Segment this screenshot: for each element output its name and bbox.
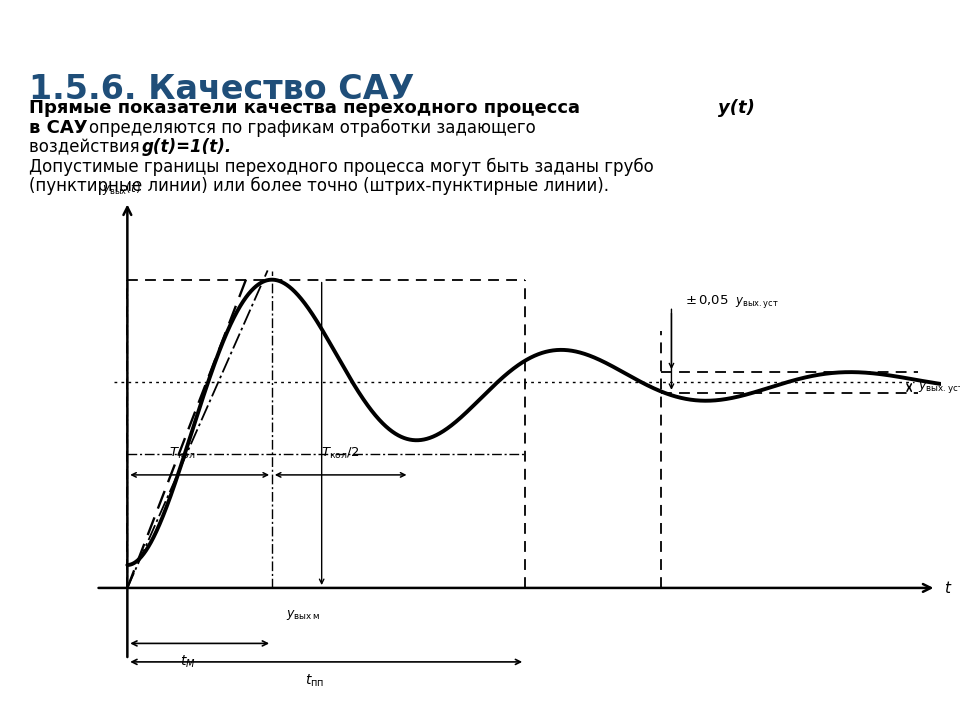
Text: Допустимые границы переходного процесса могут быть заданы грубо: Допустимые границы переходного процесса … <box>29 158 654 176</box>
Text: $T_{\rm кол}/2$: $T_{\rm кол}/2$ <box>322 446 360 461</box>
Text: $y_{\rm вых.уст}$: $y_{\rm вых.уст}$ <box>918 380 960 395</box>
Text: $y_{\rm вых.уст}$: $y_{\rm вых.уст}$ <box>734 294 779 310</box>
Text: определяются по графикам отработки задающего: определяются по графикам отработки задаю… <box>89 119 536 137</box>
Text: $y_{\rm вых\,м}$: $y_{\rm вых\,м}$ <box>285 608 320 621</box>
Text: $T_{\rm кол}$: $T_{\rm кол}$ <box>169 446 196 461</box>
Text: $t_M$: $t_M$ <box>180 654 196 670</box>
Text: (пунктирные линии) или более точно (штрих-пунктирные линии).: (пунктирные линии) или более точно (штри… <box>29 176 609 194</box>
Text: y(t): y(t) <box>718 99 755 117</box>
Text: воздействия: воздействия <box>29 138 145 156</box>
Text: $t$: $t$ <box>945 580 953 596</box>
Text: g(t)=1(t).: g(t)=1(t). <box>142 138 232 156</box>
Text: 60: 60 <box>912 14 933 32</box>
Text: $y_{\rm вых}(t)$: $y_{\rm вых}(t)$ <box>102 181 140 197</box>
Text: в САУ: в САУ <box>29 119 94 137</box>
Text: 1.5.6. Качество САУ: 1.5.6. Качество САУ <box>29 73 414 107</box>
Text: $\pm\,0{,}05$: $\pm\,0{,}05$ <box>685 293 729 307</box>
Text: $t_{\rm пп}$: $t_{\rm пп}$ <box>304 672 324 688</box>
Text: Прямые показатели качества переходного процесса: Прямые показатели качества переходного п… <box>29 99 586 117</box>
